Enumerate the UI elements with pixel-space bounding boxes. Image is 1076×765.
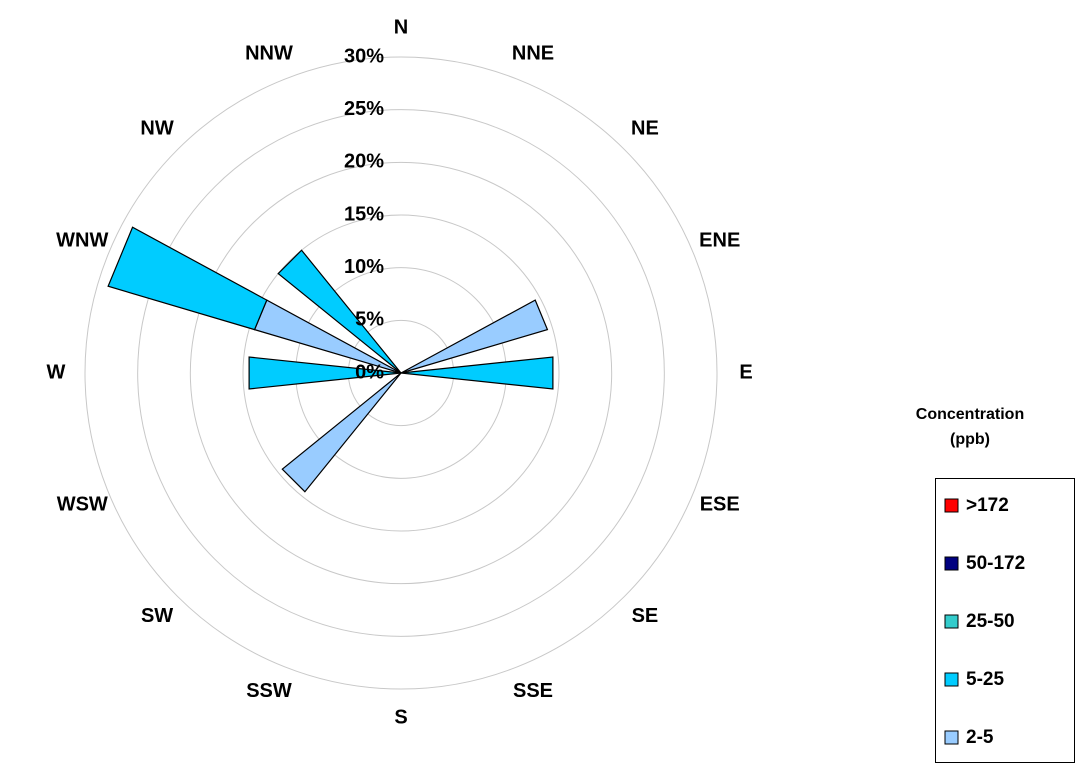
legend-title: Concentration (ppb) — [915, 406, 1025, 448]
direction-label: W — [47, 361, 66, 383]
grid-ring — [242, 214, 560, 532]
legend-label: 50-172 — [966, 553, 1025, 574]
wedge — [107, 226, 268, 331]
r-tick-label: 30% — [344, 45, 384, 67]
r-tick-label: 25% — [344, 98, 384, 120]
wedge — [248, 356, 402, 390]
legend-label: 5-25 — [966, 669, 1004, 690]
direction-label: SSW — [246, 680, 292, 702]
direction-label: SE — [632, 605, 659, 627]
direction-label: SW — [141, 605, 173, 627]
wedge — [277, 249, 402, 374]
legend-label: 2-5 — [966, 727, 994, 748]
r-tick-label: 0% — [355, 361, 384, 383]
r-tick-label: 15% — [344, 203, 384, 225]
grid-ring — [84, 56, 718, 690]
direction-label: SSE — [513, 680, 553, 702]
direction-label: WNW — [56, 229, 108, 251]
legend-swatch — [944, 672, 959, 687]
direction-label: NW — [140, 117, 173, 139]
legend-swatch — [944, 730, 959, 745]
legend-box — [935, 478, 1075, 763]
legend-swatch — [944, 556, 959, 571]
direction-label: ENE — [699, 229, 740, 251]
direction-label: E — [739, 361, 752, 383]
direction-label: N — [394, 16, 408, 38]
r-tick-label: 5% — [355, 309, 384, 331]
r-tick-label: 20% — [344, 151, 384, 173]
direction-label: NNE — [512, 43, 554, 65]
wedge — [400, 356, 554, 390]
direction-label: NNW — [245, 43, 293, 65]
legend-label: 25-50 — [966, 611, 1015, 632]
direction-label: NE — [631, 117, 659, 139]
grid-ring — [189, 161, 613, 585]
direction-label: S — [394, 706, 407, 728]
r-tick-label: 10% — [344, 256, 384, 278]
legend-swatch — [944, 498, 959, 513]
wedge — [400, 299, 549, 374]
direction-label: ESE — [700, 493, 740, 515]
grid-ring — [137, 109, 665, 637]
wedge — [281, 372, 402, 493]
legend-swatch — [944, 614, 959, 629]
legend-label: >172 — [966, 495, 1009, 516]
direction-label: WSW — [57, 493, 108, 515]
